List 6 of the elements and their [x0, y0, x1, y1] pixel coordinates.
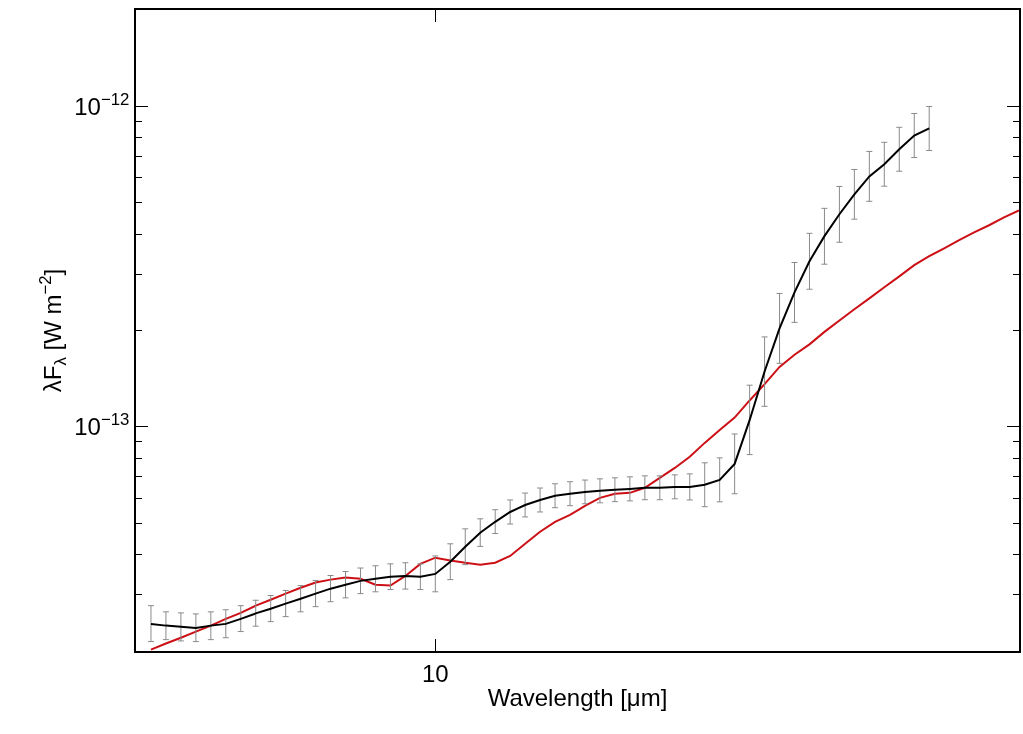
x-axis-title: Wavelength [μm] — [487, 684, 668, 712]
line-series — [149, 127, 931, 629]
y-tick-label: 10$^{−12}$ — [74, 89, 130, 120]
y-tick-label: 10$^{−13}$ — [74, 410, 130, 441]
x-tick-label: 10 — [421, 659, 449, 687]
line-series — [149, 209, 1019, 651]
